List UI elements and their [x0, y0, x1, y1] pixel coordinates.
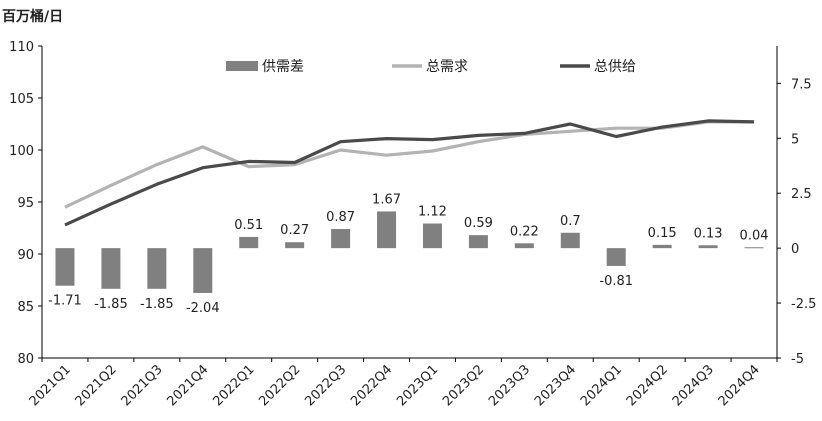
gap-data-label: 0.87	[326, 210, 355, 225]
x-tick-label: 2021Q4	[165, 362, 212, 409]
gap-data-label: 0.04	[740, 228, 769, 243]
gap-bar	[422, 223, 442, 249]
x-tick-label: 2022Q2	[256, 362, 303, 409]
right-tick-label: -2.5	[791, 297, 816, 312]
x-tick-label: 2022Q3	[302, 362, 349, 409]
legend: 供需差 总需求 总供给	[226, 59, 636, 75]
gap-bar	[514, 243, 534, 249]
x-tick-label: 2024Q4	[716, 362, 763, 409]
gap-bar	[55, 248, 75, 286]
gap-bar	[377, 211, 397, 249]
gap-bar	[652, 244, 672, 249]
right-tick-label: 7.5	[791, 77, 812, 92]
gap-bar	[744, 247, 764, 249]
gap-data-label: 0.7	[560, 214, 581, 229]
left-tick-label: 95	[17, 196, 34, 211]
gap-bar	[606, 248, 626, 266]
gap-data-label: 0.15	[648, 226, 677, 241]
right-tick-label: 5	[791, 132, 799, 147]
left-tick-label: 110	[9, 40, 34, 55]
right-tick-label: 2.5	[791, 187, 812, 202]
gap-data-label: 1.12	[418, 205, 447, 220]
gap-bar	[331, 229, 351, 249]
legend-label-supply: 总供给	[594, 59, 636, 75]
unit-label: 百万桶/日	[2, 8, 63, 25]
gap-bar	[560, 232, 580, 249]
x-tick-label: 2021Q1	[27, 362, 74, 409]
left-tick-label: 90	[17, 248, 34, 263]
labels-group: -1.71 -1.85 -1.85 -2.04 0.51 0.27 0.87 1.67 1.12…	[48, 192, 768, 316]
left-tick-label: 85	[17, 300, 34, 315]
x-tick-label: 2023Q1	[394, 362, 441, 409]
gap-data-label: -1.85	[140, 297, 174, 312]
x-tick-label: 2023Q2	[440, 362, 487, 409]
gap-data-label: 0.59	[464, 216, 493, 231]
x-tick-label: 2024Q3	[670, 362, 717, 409]
right-tick-label: -5	[791, 352, 804, 367]
x-tick-label: 2024Q1	[578, 362, 625, 409]
gap-bar	[147, 248, 167, 289]
gap-bar	[101, 248, 121, 289]
x-tick-label: 2022Q1	[210, 362, 257, 409]
gap-data-label: -2.04	[186, 301, 220, 316]
gap-data-label: -1.85	[94, 297, 128, 312]
gap-data-label: 0.22	[510, 224, 539, 239]
lines-group	[64, 119, 755, 227]
right-tick-label: 0	[791, 242, 799, 257]
x-tick-label: 2024Q2	[624, 362, 671, 409]
axes: 百万桶/日 80 85 90 95 100 105 110 -5 -2.5 0 2.5 5 7.5 2021…	[2, 8, 816, 409]
bars-group	[55, 211, 764, 293]
legend-label-demand: 总需求	[426, 59, 468, 75]
x-tick-label: 2021Q2	[73, 362, 120, 409]
gap-bar	[468, 235, 488, 249]
left-tick-label: 100	[9, 144, 34, 159]
gap-data-label: -0.81	[599, 274, 633, 289]
supply-line	[64, 119, 755, 227]
gap-data-label: -1.71	[48, 294, 82, 309]
legend-swatch-gap	[226, 61, 258, 71]
x-tick-label: 2023Q3	[486, 362, 533, 409]
gap-bar	[193, 248, 213, 293]
gap-data-label: 0.27	[280, 223, 309, 238]
left-tick-label: 105	[9, 92, 34, 107]
gap-data-label: 0.51	[234, 218, 263, 233]
x-tick-label: 2021Q3	[119, 362, 166, 409]
x-tick-label: 2022Q4	[348, 362, 395, 409]
gap-data-label: 1.67	[372, 192, 401, 207]
gap-bar	[698, 245, 718, 249]
legend-label-gap: 供需差	[262, 59, 304, 75]
gap-bar	[285, 242, 305, 249]
gap-bar	[239, 236, 259, 249]
demand-line	[64, 120, 754, 209]
left-tick-label: 80	[17, 352, 34, 367]
gap-data-label: 0.13	[694, 226, 723, 241]
x-tick-label: 2023Q4	[532, 362, 579, 409]
